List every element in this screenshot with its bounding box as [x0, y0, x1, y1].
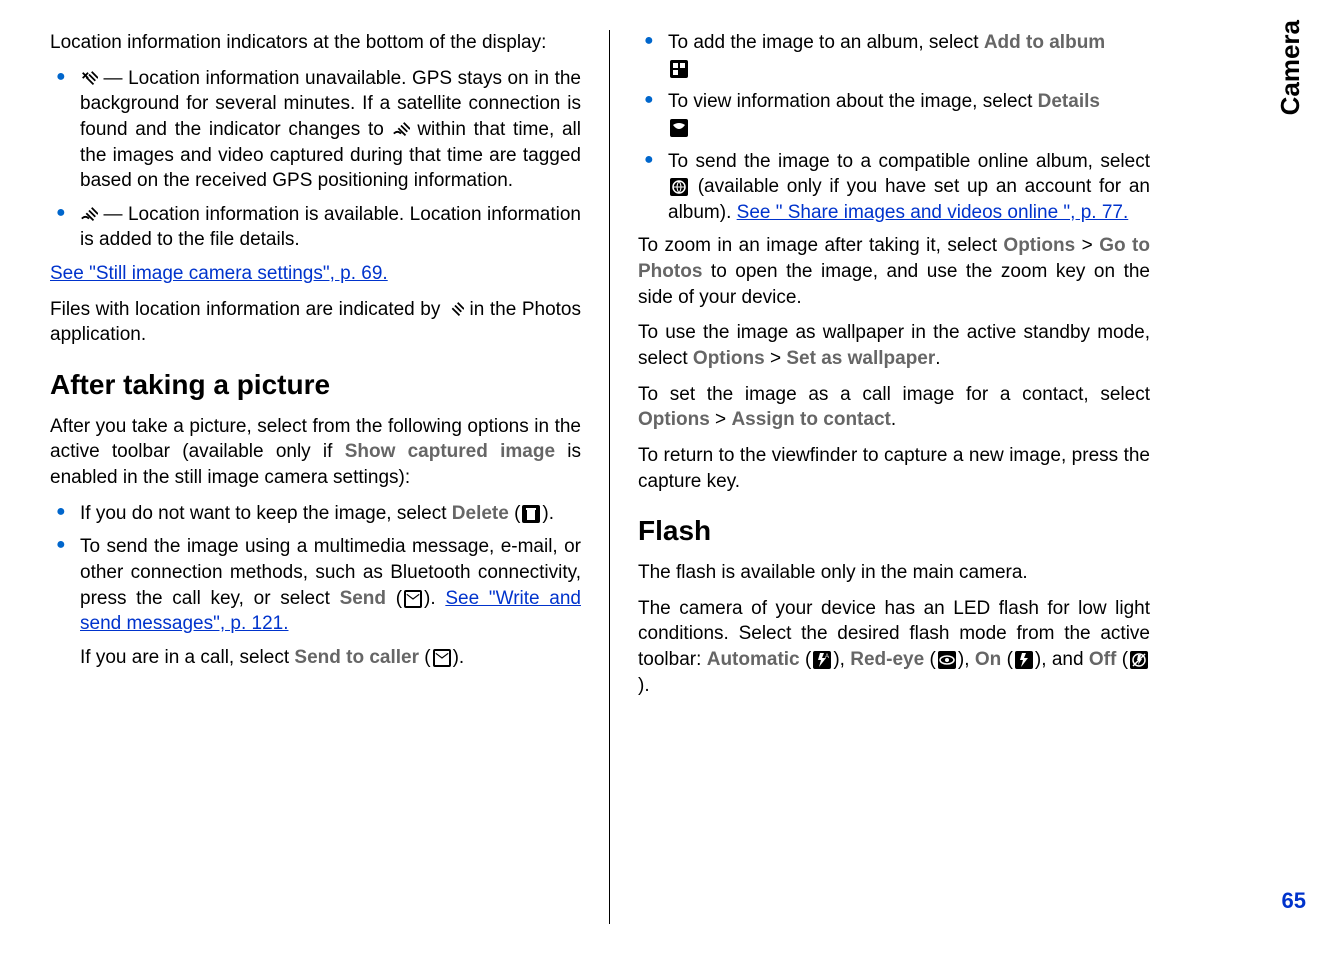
text: (	[1116, 649, 1128, 670]
options-list: If you do not want to keep the image, se…	[50, 501, 581, 671]
send-caller-label: Send to caller	[294, 647, 419, 668]
text: .	[891, 409, 896, 430]
flash-text-2: The camera of your device has an LED fla…	[638, 596, 1150, 699]
options-label: Options	[693, 348, 765, 369]
contact-text: To set the image as a call image for a c…	[638, 382, 1150, 433]
share-online-link[interactable]: See " Share images and videos online ", …	[737, 202, 1129, 223]
intro-text: Location information indicators at the b…	[50, 30, 581, 56]
gps-unavailable-icon	[80, 70, 98, 88]
flash-redeye-label: Red-eye	[850, 649, 924, 670]
wallpaper-text: To use the image as wallpaper in the act…	[638, 320, 1150, 371]
list-item: To send the image using a multimedia mes…	[50, 534, 581, 670]
flash-off-label: Off	[1089, 649, 1116, 670]
text: ).	[542, 503, 554, 524]
text: To send the image to a compatible online…	[668, 151, 1150, 172]
flash-off-icon	[1130, 651, 1148, 669]
flash-auto-label: Automatic	[707, 649, 800, 670]
flash-auto-icon: A	[813, 651, 831, 669]
bullet-text: — Location information is available. Loc…	[80, 204, 581, 251]
svg-text:A: A	[825, 654, 829, 660]
settings-link[interactable]: See "Still image camera settings", p. 69…	[50, 263, 388, 284]
flash-heading: Flash	[638, 512, 1150, 550]
text: >	[710, 409, 732, 430]
text: To view information about the image, sel…	[668, 91, 1038, 112]
options-list-cont: To add the image to an album, select Add…	[638, 30, 1150, 225]
text: (	[419, 647, 431, 668]
list-item: — Location information unavailable. GPS …	[50, 66, 581, 194]
page-number: 65	[1282, 888, 1306, 914]
list-item: To add the image to an album, select Add…	[638, 30, 1150, 81]
trash-icon	[522, 505, 540, 523]
text: >	[1075, 235, 1099, 256]
return-text: To return to the viewfinder to capture a…	[638, 443, 1150, 494]
text: (	[800, 649, 812, 670]
envelope-icon	[433, 649, 451, 667]
wallpaper-label: Set as wallpaper	[786, 348, 935, 369]
indicator-list: — Location information unavailable. GPS …	[50, 66, 581, 253]
show-captured-label: Show captured image	[345, 441, 555, 462]
send-label: Send	[340, 588, 386, 609]
options-label: Options	[1003, 235, 1075, 256]
page-sidebar: Camera 65	[1232, 0, 1322, 954]
online-share-icon	[670, 178, 688, 196]
gps-available-icon	[392, 121, 410, 139]
gps-tag-icon	[446, 301, 464, 319]
text: to open the image, and use the zoom key …	[638, 261, 1150, 308]
gps-available-icon	[80, 206, 98, 224]
text: (	[924, 649, 936, 670]
text: ).	[424, 588, 445, 609]
section-label: Camera	[1275, 20, 1306, 115]
text: To add the image to an album, select	[668, 32, 984, 53]
text: .	[644, 675, 649, 696]
text: ).	[453, 647, 465, 668]
text: ,	[964, 649, 975, 670]
text: To set the image as a call image for a c…	[638, 384, 1150, 405]
album-icon	[670, 60, 688, 78]
list-item: To view information about the image, sel…	[638, 89, 1150, 140]
text: , and	[1041, 649, 1089, 670]
assign-contact-label: Assign to contact	[731, 409, 890, 430]
delete-label: Delete	[452, 503, 509, 524]
text: To zoom in an image after taking it, sel…	[638, 235, 1003, 256]
flash-on-label: On	[975, 649, 1001, 670]
list-item: — Location information is available. Loc…	[50, 202, 581, 253]
list-item: If you do not want to keep the image, se…	[50, 501, 581, 527]
after-picture-heading: After taking a picture	[50, 366, 581, 404]
text: .	[935, 348, 940, 369]
text: If you do not want to keep the image, se…	[80, 503, 452, 524]
files-text: Files with location information are indi…	[50, 297, 581, 348]
flash-text-1: The flash is available only in the main …	[638, 560, 1150, 586]
text: (	[509, 503, 521, 524]
right-column: To add the image to an album, select Add…	[610, 30, 1170, 924]
details-icon	[670, 119, 688, 137]
details-label: Details	[1038, 91, 1100, 112]
envelope-icon	[404, 590, 422, 608]
text: If you are in a call, select	[80, 647, 294, 668]
add-album-label: Add to album	[984, 32, 1105, 53]
bullet-text: — Location information unavailable. GPS …	[80, 68, 581, 192]
list-item: To send the image to a compatible online…	[638, 149, 1150, 226]
options-label: Options	[638, 409, 710, 430]
flash-redeye-icon	[938, 651, 956, 669]
text: ,	[840, 649, 851, 670]
left-column: Location information indicators at the b…	[50, 30, 610, 924]
text: (	[386, 588, 402, 609]
sub-text: If you are in a call, select Send to cal…	[80, 645, 581, 671]
text: Files with location information are indi…	[50, 299, 446, 320]
after-intro: After you take a picture, select from th…	[50, 414, 581, 491]
flash-on-icon	[1015, 651, 1033, 669]
manual-page: Location information indicators at the b…	[0, 0, 1322, 954]
text: >	[765, 348, 787, 369]
text: (	[1001, 649, 1013, 670]
zoom-text: To zoom in an image after taking it, sel…	[638, 233, 1150, 310]
